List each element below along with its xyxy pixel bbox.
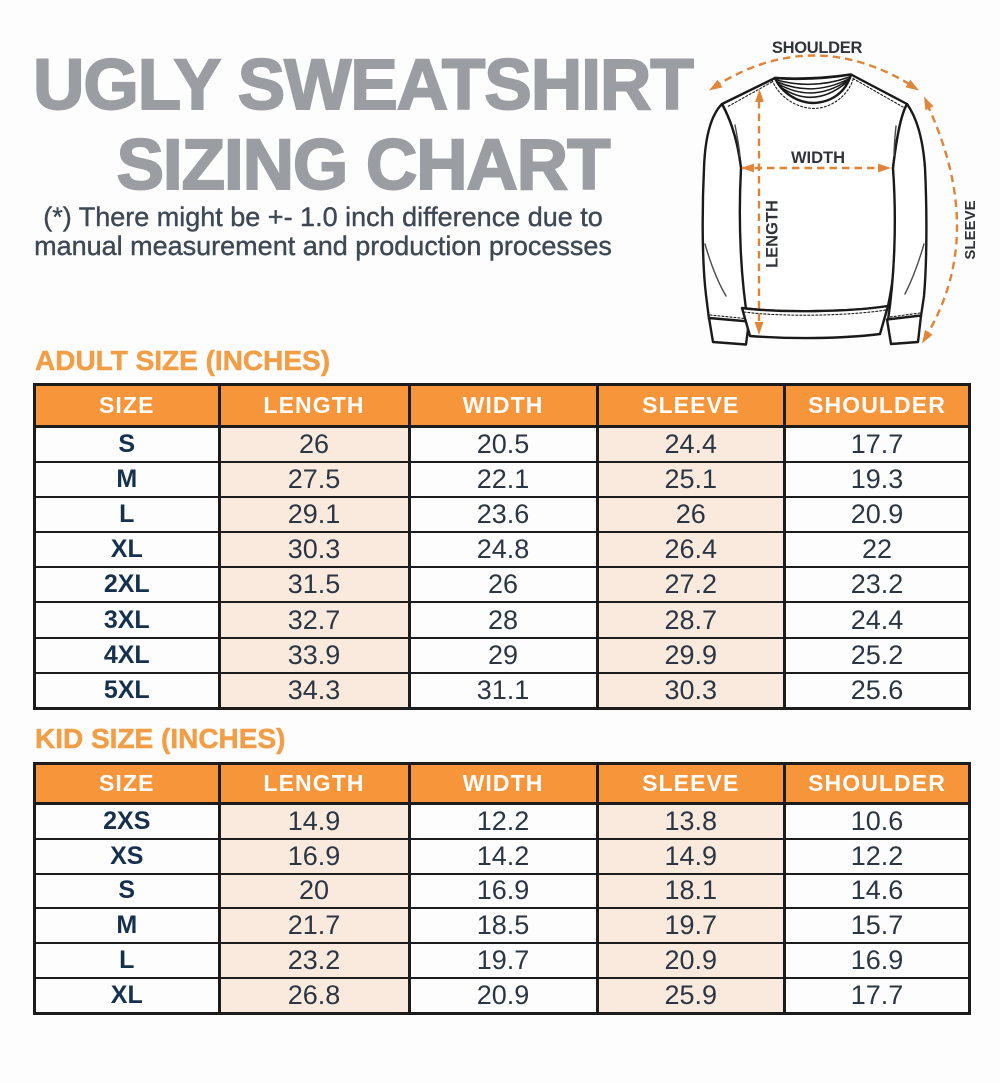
- svg-text:LENGTH: LENGTH: [764, 200, 782, 268]
- svg-text:WIDTH: WIDTH: [791, 149, 845, 167]
- svg-text:SHOULDER: SHOULDER: [772, 39, 863, 57]
- svg-text:SLEEVE: SLEEVE: [962, 200, 979, 259]
